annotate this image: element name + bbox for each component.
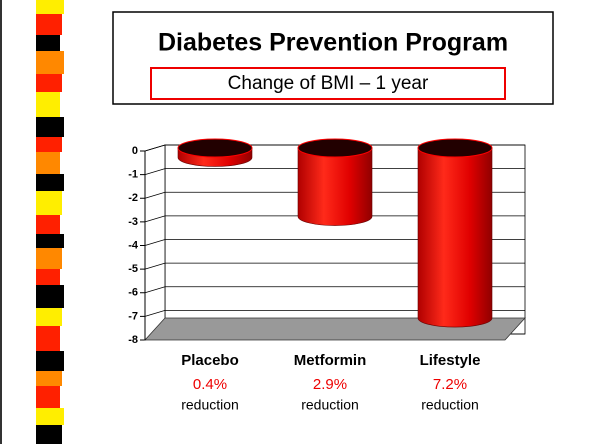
- bar: [297, 147, 373, 226]
- x-tick-label: Placebo: [181, 352, 239, 369]
- chart-title: Diabetes Prevention Program: [158, 29, 508, 57]
- stripe-band: [36, 234, 64, 248]
- stripe-band: [36, 425, 62, 444]
- bar-top: [417, 138, 493, 158]
- stripe-band: [36, 285, 64, 308]
- grid-line: [144, 191, 525, 199]
- y-tick-label: -1: [128, 169, 138, 181]
- bar: [417, 147, 493, 328]
- note-text: reduction: [421, 397, 479, 413]
- grid-line: [144, 286, 525, 294]
- y-tick-label: -5: [128, 263, 138, 275]
- stripe-band: [36, 51, 64, 74]
- stripe-band: [36, 371, 62, 386]
- y-tick-label: 0: [132, 145, 138, 157]
- stripe-band: [36, 74, 62, 92]
- grid-line: [144, 215, 525, 223]
- note-text: reduction: [301, 397, 359, 413]
- y-tick-label: -3: [128, 216, 138, 228]
- stripe-band: [36, 351, 64, 371]
- y-tick-label: -6: [128, 287, 138, 299]
- stripe-band: [36, 269, 60, 285]
- chart-subtitle: Change of BMI – 1 year: [228, 73, 429, 94]
- y-tick-label: -4: [128, 239, 139, 251]
- stripe-band: [36, 386, 60, 408]
- note-percent: 2.9%: [313, 376, 347, 393]
- stripe-band: [36, 248, 62, 269]
- note-percent: 0.4%: [193, 376, 227, 393]
- stripe-band: [36, 326, 60, 351]
- y-tick-label: -8: [128, 334, 138, 346]
- stripe-band: [36, 117, 64, 137]
- subtitle-box: [150, 67, 506, 100]
- stripe-band: [36, 35, 60, 51]
- note-percent: 7.2%: [433, 376, 467, 393]
- grid-line: [144, 168, 525, 176]
- chart: 0 -1 -2 -3 -4 -5 -6 -7 -8: [128, 138, 526, 346]
- stripe-band: [36, 92, 60, 117]
- grid-line: [144, 309, 525, 317]
- stripe-band: [36, 137, 62, 152]
- grid-line: [144, 262, 525, 270]
- grid-line: [144, 144, 525, 152]
- y-tick-label: -2: [128, 192, 138, 204]
- slide-edge: [0, 0, 2, 444]
- stripe-band: [36, 215, 60, 234]
- stripe-band: [36, 14, 62, 35]
- stripe-band: [36, 174, 64, 191]
- stripe-band: [36, 152, 60, 174]
- stripe-band: [36, 408, 64, 425]
- x-tick-label: Lifestyle: [420, 352, 481, 369]
- decorative-stripe: [36, 0, 64, 444]
- stripe-band: [36, 308, 62, 326]
- note-text: reduction: [181, 397, 239, 413]
- bar-top: [297, 138, 373, 158]
- stripe-band: [36, 191, 62, 215]
- grid-line: [144, 239, 525, 246]
- y-tick-label: -7: [128, 310, 138, 322]
- x-tick-label: Metformin: [294, 352, 367, 369]
- bar-top: [177, 138, 253, 158]
- stripe-band: [36, 0, 64, 14]
